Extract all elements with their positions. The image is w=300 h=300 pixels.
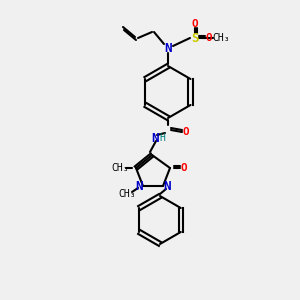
Text: N: N [164,41,172,55]
Text: N: N [151,131,159,145]
Text: H: H [159,133,165,143]
Text: N: N [135,179,143,193]
Text: O: O [181,163,188,173]
Text: O: O [192,19,198,29]
Text: O: O [206,33,212,43]
Text: CH₃: CH₃ [111,163,129,173]
Text: O: O [183,127,189,137]
Text: CH₃: CH₃ [118,189,136,199]
Text: S: S [191,32,199,44]
Text: CH₃: CH₃ [212,33,230,43]
Text: N: N [163,179,171,193]
